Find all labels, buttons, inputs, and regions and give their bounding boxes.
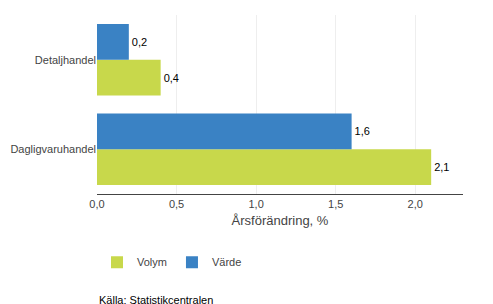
- svg-text:1,6: 1,6: [355, 125, 370, 137]
- svg-text:0,2: 0,2: [132, 36, 147, 48]
- svg-text:2,0: 2,0: [408, 198, 423, 210]
- svg-text:Årsförändring, %: Årsförändring, %: [232, 213, 329, 228]
- svg-text:0,0: 0,0: [89, 198, 104, 210]
- svg-text:Detaljhandel: Detaljhandel: [35, 54, 96, 66]
- svg-text:0,4: 0,4: [164, 72, 179, 84]
- svg-text:2,1: 2,1: [434, 161, 449, 173]
- svg-text:1,5: 1,5: [328, 198, 343, 210]
- svg-text:1,0: 1,0: [248, 198, 263, 210]
- svg-text:Källa: Statistikcentralen: Källa: Statistikcentralen: [99, 294, 213, 304]
- svg-text:Dagligvaruhandel: Dagligvaruhandel: [10, 143, 96, 155]
- svg-text:Värde: Värde: [212, 256, 241, 268]
- svg-text:Volym: Volym: [137, 256, 167, 268]
- svg-text:0,5: 0,5: [169, 198, 184, 210]
